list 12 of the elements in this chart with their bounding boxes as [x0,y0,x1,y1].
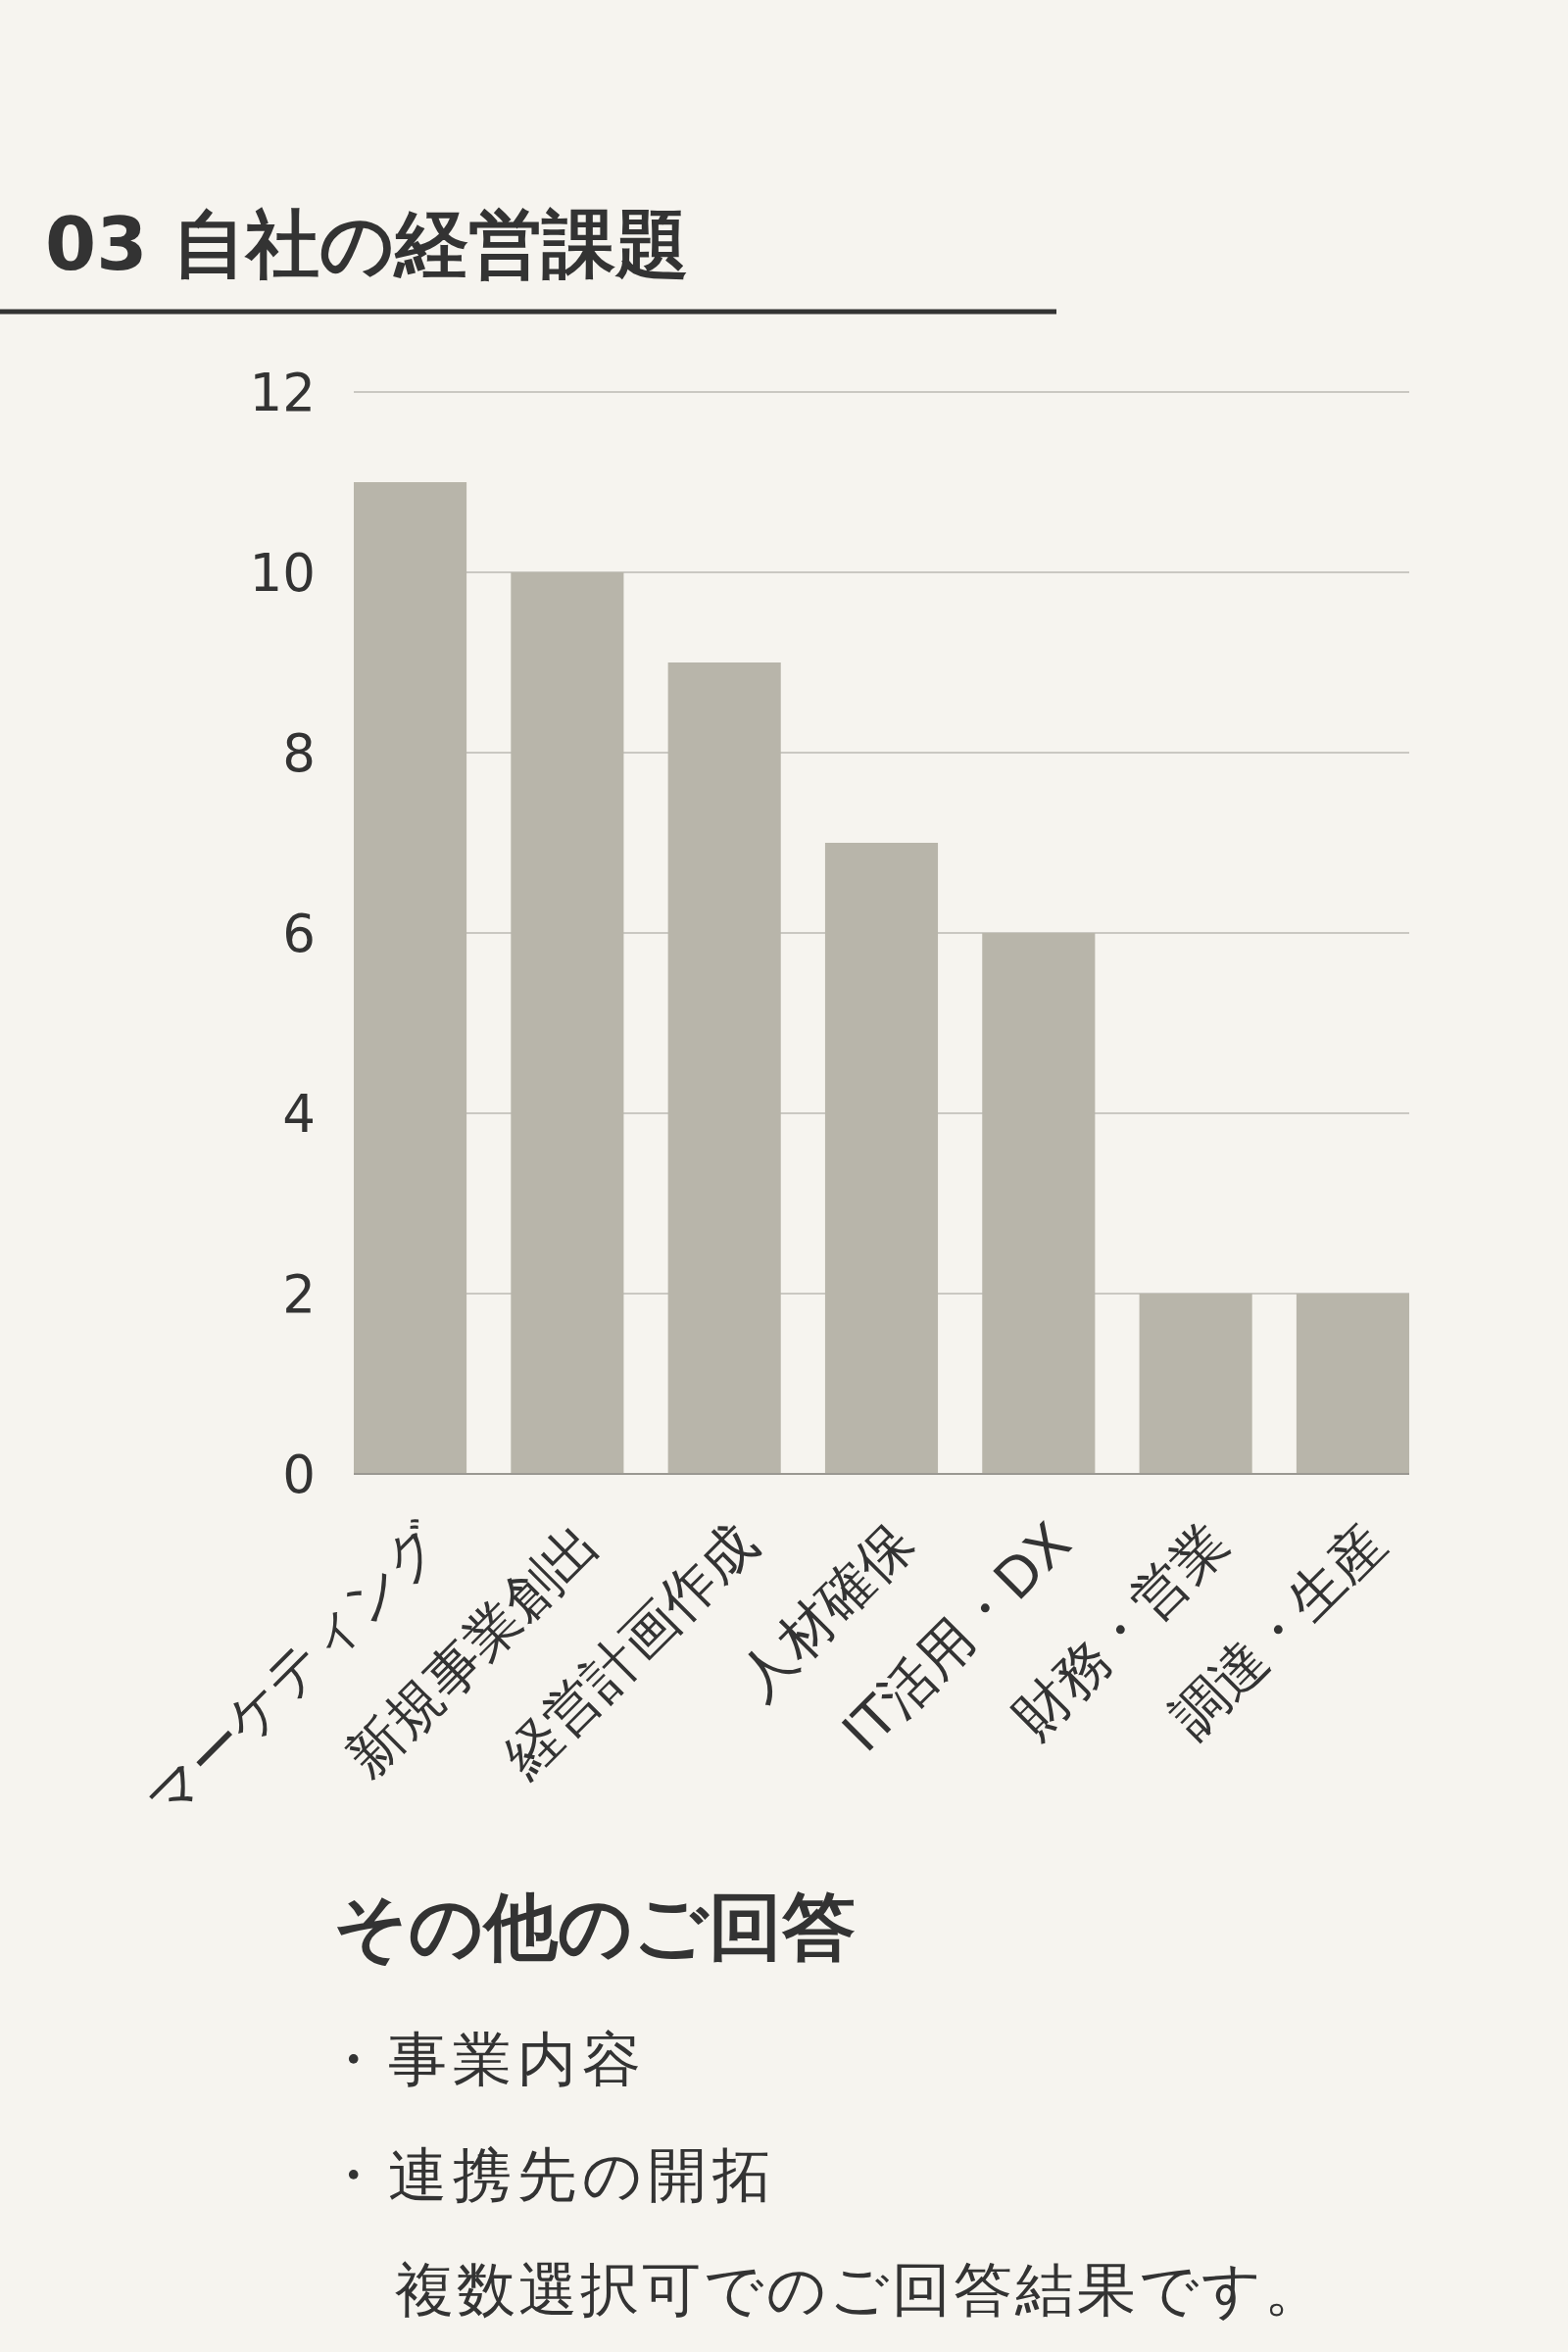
y-tick-label: 4 [282,1083,316,1144]
title: 03 自社の経営課題 [45,201,690,287]
text: ・連携先の開拓 [323,2139,777,2209]
y-tick-label: 0 [282,1444,316,1504]
y-tick-label: 2 [282,1263,316,1324]
text: ・事業内容 [323,2025,647,2093]
text: 複数選択可でのご回答結果です。 [395,2255,1326,2324]
text: その他のご回答 [333,1884,856,1970]
y-tick-label: 12 [249,362,316,422]
y-tick-label: 10 [249,542,316,603]
y-tick-label: 6 [282,903,316,963]
y-tick-label: 8 [282,722,316,783]
